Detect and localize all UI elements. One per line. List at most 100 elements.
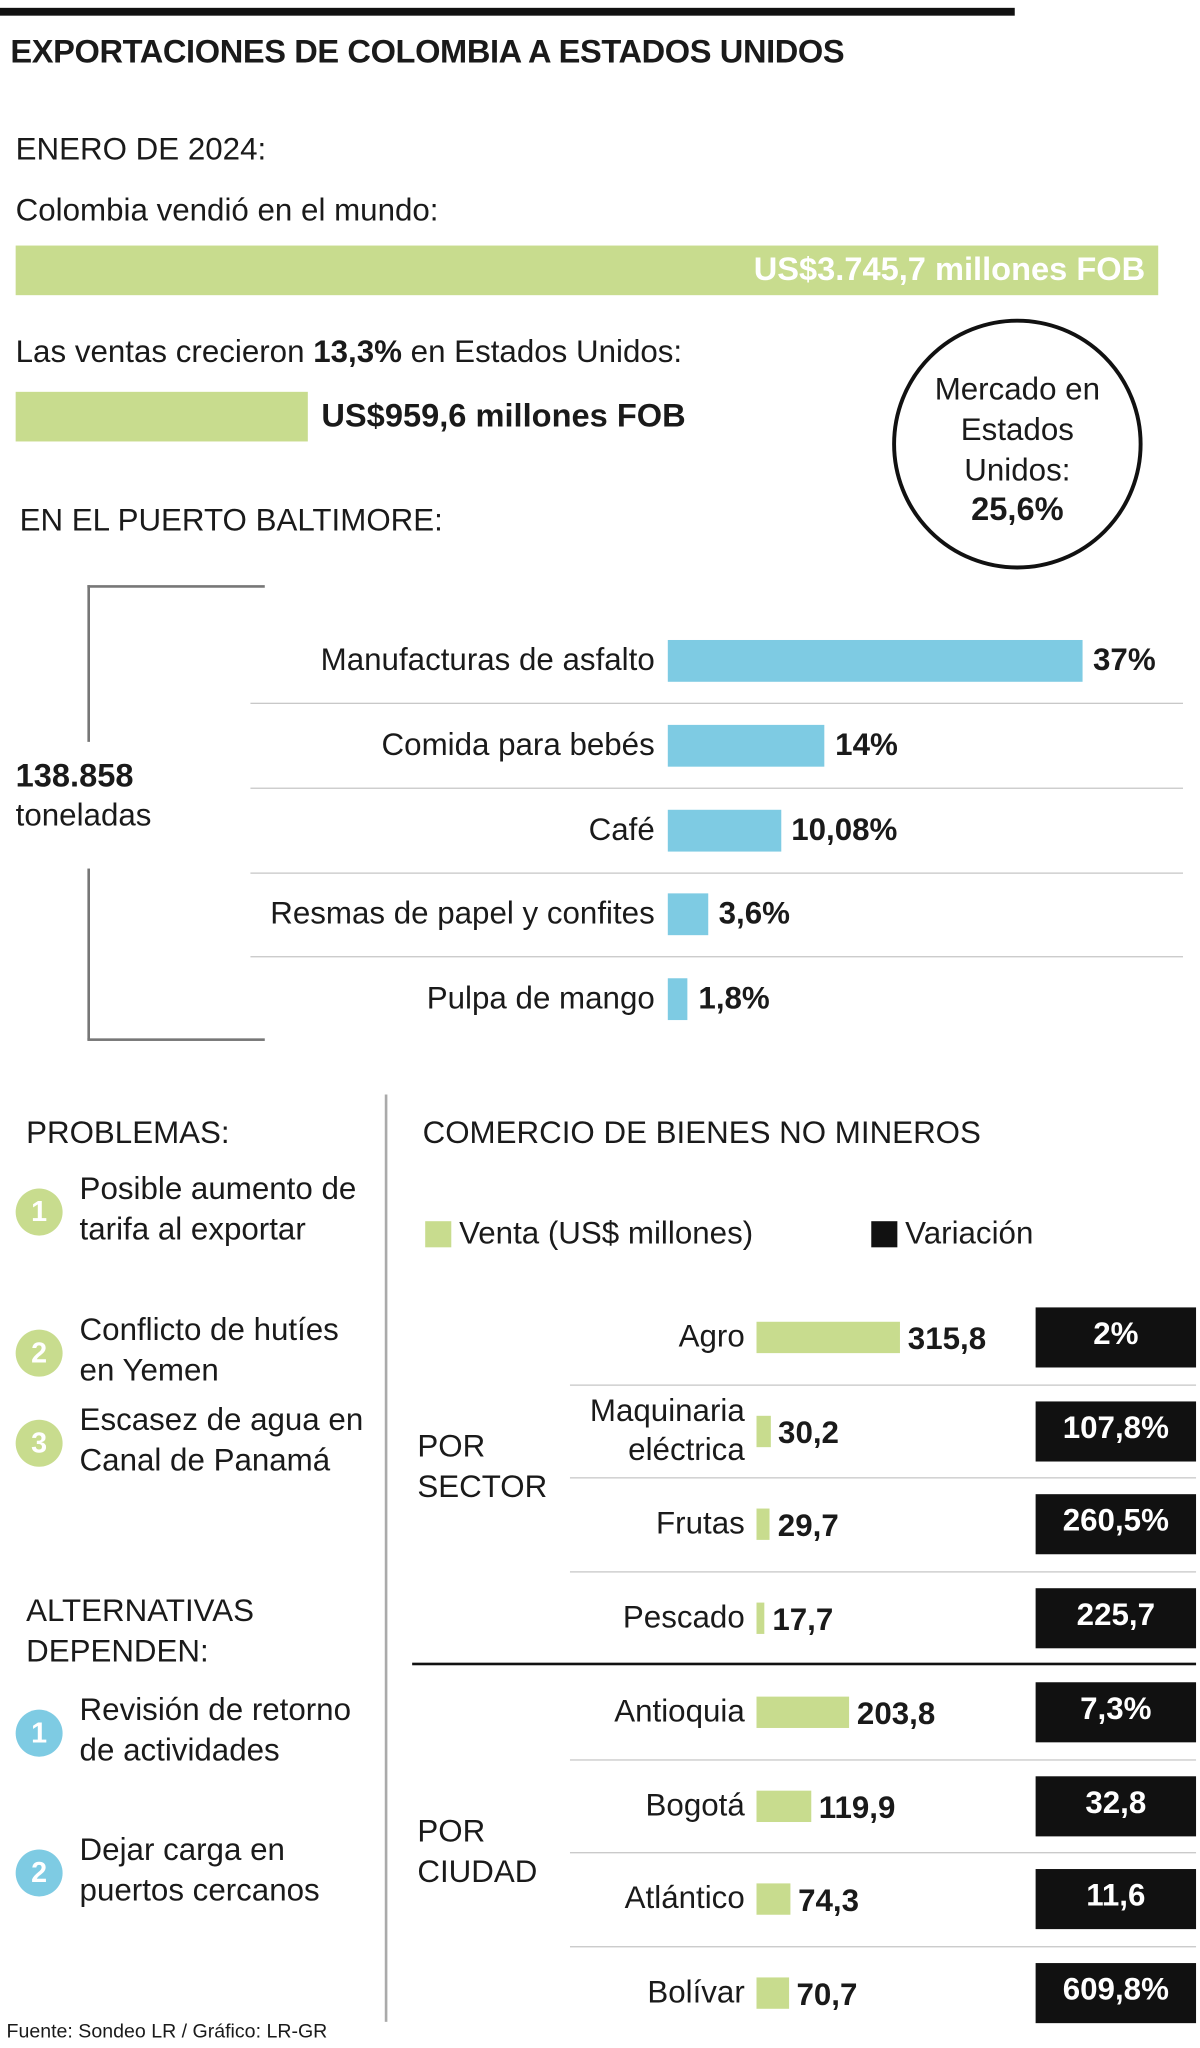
total-unit: toneladas [15, 798, 152, 834]
us-label-growth: 13,3% [313, 334, 402, 370]
legend-swatch [425, 1221, 452, 1248]
separator [569, 1477, 1197, 1479]
total-value: 138.858 [15, 757, 134, 795]
bar [756, 1415, 771, 1447]
separator [569, 1384, 1197, 1386]
bar [756, 1601, 765, 1634]
bracket [87, 868, 90, 1040]
bar [667, 639, 1083, 682]
market-circle [892, 318, 1143, 570]
chart-title: COMERCIO DE BIENES NO MINEROS [422, 1115, 981, 1151]
separator [250, 702, 1183, 704]
value-label: 14% [835, 727, 898, 763]
variation-box [1035, 1494, 1197, 1555]
number-badge: 2 [15, 1849, 63, 1897]
legend-swatch [871, 1221, 898, 1248]
heading: ENERO DE 2024: [15, 131, 267, 168]
bar [756, 1976, 789, 2009]
legend-label: Variación [905, 1215, 1034, 1252]
item-text: Revisión de retorno de actividades [79, 1692, 352, 1769]
group-label: POR CIUDAD [417, 1814, 538, 1891]
market-label: Mercado en Estados Unidos: [934, 372, 1101, 489]
value-label: 3,6% [718, 896, 790, 932]
variation-label: 11,6 [1086, 1878, 1146, 1914]
bar [667, 724, 825, 767]
bracket [87, 1038, 265, 1041]
value-label: 29,7 [777, 1508, 839, 1544]
variation-label: 32,8 [1085, 1784, 1147, 1821]
us-label-part: Las ventas crecieron [15, 334, 305, 370]
item-text: Dejar carga en puertos cercanos [79, 1832, 320, 1909]
category-label: Pescado [622, 1599, 745, 1635]
number-badge: 1 [15, 1188, 63, 1236]
world-label: Colombia vendió en el mundo: [15, 193, 439, 229]
section-title: EN EL PUERTO BALTIMORE: [19, 502, 443, 539]
separator [250, 956, 1183, 958]
bar [667, 809, 781, 851]
category-label: Maquinaria eléctrica [589, 1392, 745, 1468]
category-label: Resmas de papel y confites [270, 896, 655, 932]
separator [250, 871, 1183, 874]
category-label: Bogotá [645, 1787, 745, 1823]
value-label: 17,7 [772, 1601, 834, 1638]
legend-label: Venta (US$ millones) [459, 1215, 754, 1252]
variation-label: 260,5% [1062, 1503, 1169, 1539]
variation-label: 7,3% [1080, 1691, 1152, 1727]
bracket [87, 585, 90, 742]
value-label: 70,7 [796, 1976, 858, 2013]
item-text: Posible aumento de tarifa al exportar [79, 1171, 357, 1248]
bar [667, 893, 709, 936]
category-label: Agro [678, 1319, 745, 1355]
value-label: US$959,6 millones FOB [321, 397, 686, 435]
group-separator [412, 1662, 1197, 1666]
bar [15, 391, 309, 442]
category-label: Frutas [656, 1505, 745, 1542]
bar [756, 1883, 791, 1915]
variation-label: 2% [1093, 1316, 1139, 1352]
divider [384, 1094, 388, 2022]
value-label: 74,3 [798, 1883, 860, 1919]
title: EXPORTACIONES DE COLOMBIA A ESTADOS UNID… [10, 33, 845, 71]
variation-box [1035, 1587, 1197, 1648]
item-text: Conflicto de hutíes en Yemen [79, 1312, 339, 1389]
separator [569, 1758, 1197, 1761]
value-label: 119,9 [818, 1790, 896, 1826]
variation-box [1035, 1962, 1197, 2023]
bar [756, 1790, 811, 1822]
number-badge: 3 [15, 1419, 63, 1467]
us-label-part: en Estados Unidos: [410, 334, 683, 370]
bar [667, 978, 688, 1021]
category-label: Bolívar [647, 1974, 745, 2010]
bar [15, 245, 1159, 296]
value-label: 30,2 [778, 1415, 839, 1451]
category-label: Comida para bebés [381, 727, 655, 763]
variation-box [1035, 1775, 1197, 1836]
number-badge: 1 [15, 1709, 63, 1757]
variation-box [1035, 1682, 1197, 1743]
variation-label: 107,8% [1062, 1409, 1169, 1446]
problems-title: PROBLEMAS: [26, 1115, 230, 1151]
value-label: 1,8% [698, 980, 770, 1017]
variation-label: 609,8% [1062, 1971, 1169, 2007]
bracket [87, 585, 265, 588]
category-label: Manufacturas de asfalto [320, 642, 655, 678]
bar [756, 1508, 770, 1540]
value-label: US$3.745,7 millones FOB [753, 251, 1146, 288]
source: Fuente: Sondeo LR / Gráfico: LR-GR [6, 2020, 328, 2043]
category-label: Antioquia [614, 1694, 745, 1730]
value-label: 203,8 [856, 1696, 936, 1732]
separator [569, 1945, 1197, 1948]
value-label: 37% [1093, 642, 1156, 678]
variation-box [1035, 1869, 1197, 1930]
separator [569, 1852, 1197, 1854]
category-label: Pulpa de mango [426, 980, 655, 1017]
variation-box [1035, 1400, 1197, 1461]
value-label: 10,08% [791, 811, 898, 848]
item-text: Escasez de agua en Canal de Panamá [79, 1402, 364, 1479]
variation-box [1035, 1307, 1197, 1368]
alternatives-title: ALTERNATIVAS DEPENDEN: [26, 1593, 254, 1670]
bar [756, 1696, 850, 1728]
number-badge: 2 [15, 1329, 63, 1377]
variation-label: 225,7 [1076, 1596, 1155, 1632]
